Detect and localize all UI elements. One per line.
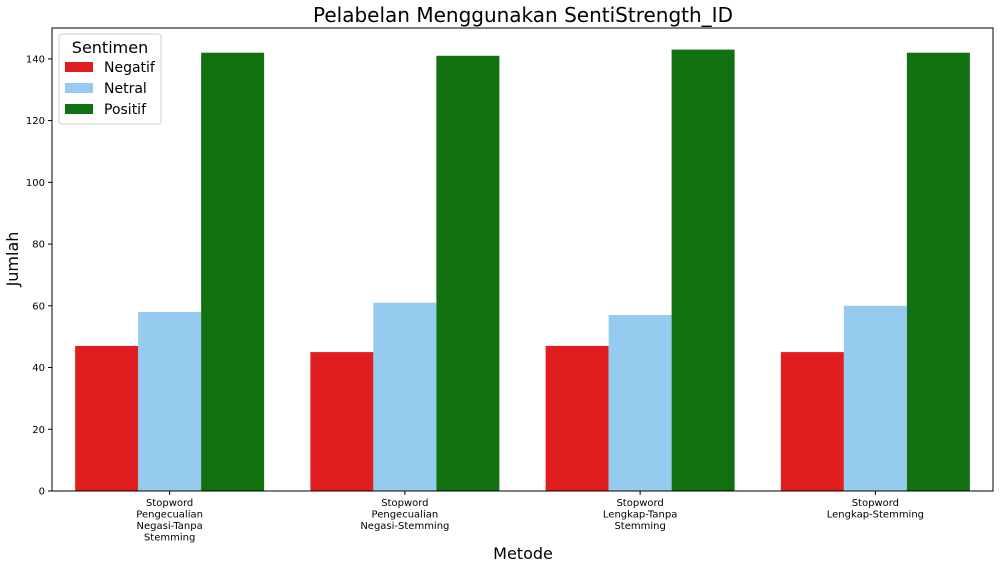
y-tick-label: 40 [32, 363, 45, 374]
y-tick-label: 120 [26, 116, 45, 127]
bar-negatif-2 [310, 352, 374, 491]
legend-label-positif: Positif [104, 102, 147, 118]
x-tick-label: Stopword Pengecualian Negasi-Stemming [360, 498, 449, 532]
legend-title: Sentimen [72, 38, 148, 57]
y-axis-label: Jumlah [3, 232, 22, 288]
chart-title: Pelabelan Menggunakan SentiStrength_ID [313, 3, 733, 27]
y-tick-label: 80 [32, 240, 45, 251]
x-tick-label: Stopword Pengecualian Negasi-Tanpa Stemming [136, 498, 203, 544]
y-tick-label: 20 [32, 425, 45, 436]
bar-positif-4 [906, 52, 970, 492]
y-tick-label: 0 [39, 487, 45, 498]
legend-label-negatif: Negatif [104, 60, 156, 76]
x-axis-label: Metode [493, 544, 553, 563]
bar-positif-2 [436, 55, 500, 491]
legend-swatch-negatif [65, 62, 93, 72]
bar-netral-2 [373, 302, 437, 491]
bar-positif-3 [671, 49, 735, 492]
bar-negatif-4 [780, 352, 844, 491]
bars-group [75, 49, 970, 492]
legend-box [58, 33, 162, 125]
legend-swatch-netral [65, 83, 93, 93]
y-tick-label: 60 [32, 301, 45, 312]
legend: Sentimen Negatif Netral Positif [58, 33, 162, 125]
x-tick-label: Stopword Lengkap-Stemming [827, 498, 924, 521]
y-tick-label: 140 [26, 54, 45, 65]
bar-netral-1 [138, 311, 202, 491]
y-axis: 0 20 40 60 80 100 120 140 [26, 54, 52, 498]
bar-netral-4 [843, 305, 907, 491]
bar-positif-1 [201, 52, 265, 492]
x-axis: Stopword Pengecualian Negasi-Tanpa Stemming… [136, 491, 924, 544]
y-tick-label: 100 [26, 178, 45, 189]
bar-netral-3 [608, 315, 672, 491]
bar-negatif-3 [545, 345, 609, 491]
x-tick-label: Stopword Lengkap-Tanpa Stemming [603, 498, 677, 532]
legend-swatch-positif [65, 104, 93, 114]
bar-negatif-1 [75, 345, 139, 491]
legend-label-netral: Netral [104, 81, 147, 97]
plot-frame [51, 27, 994, 492]
